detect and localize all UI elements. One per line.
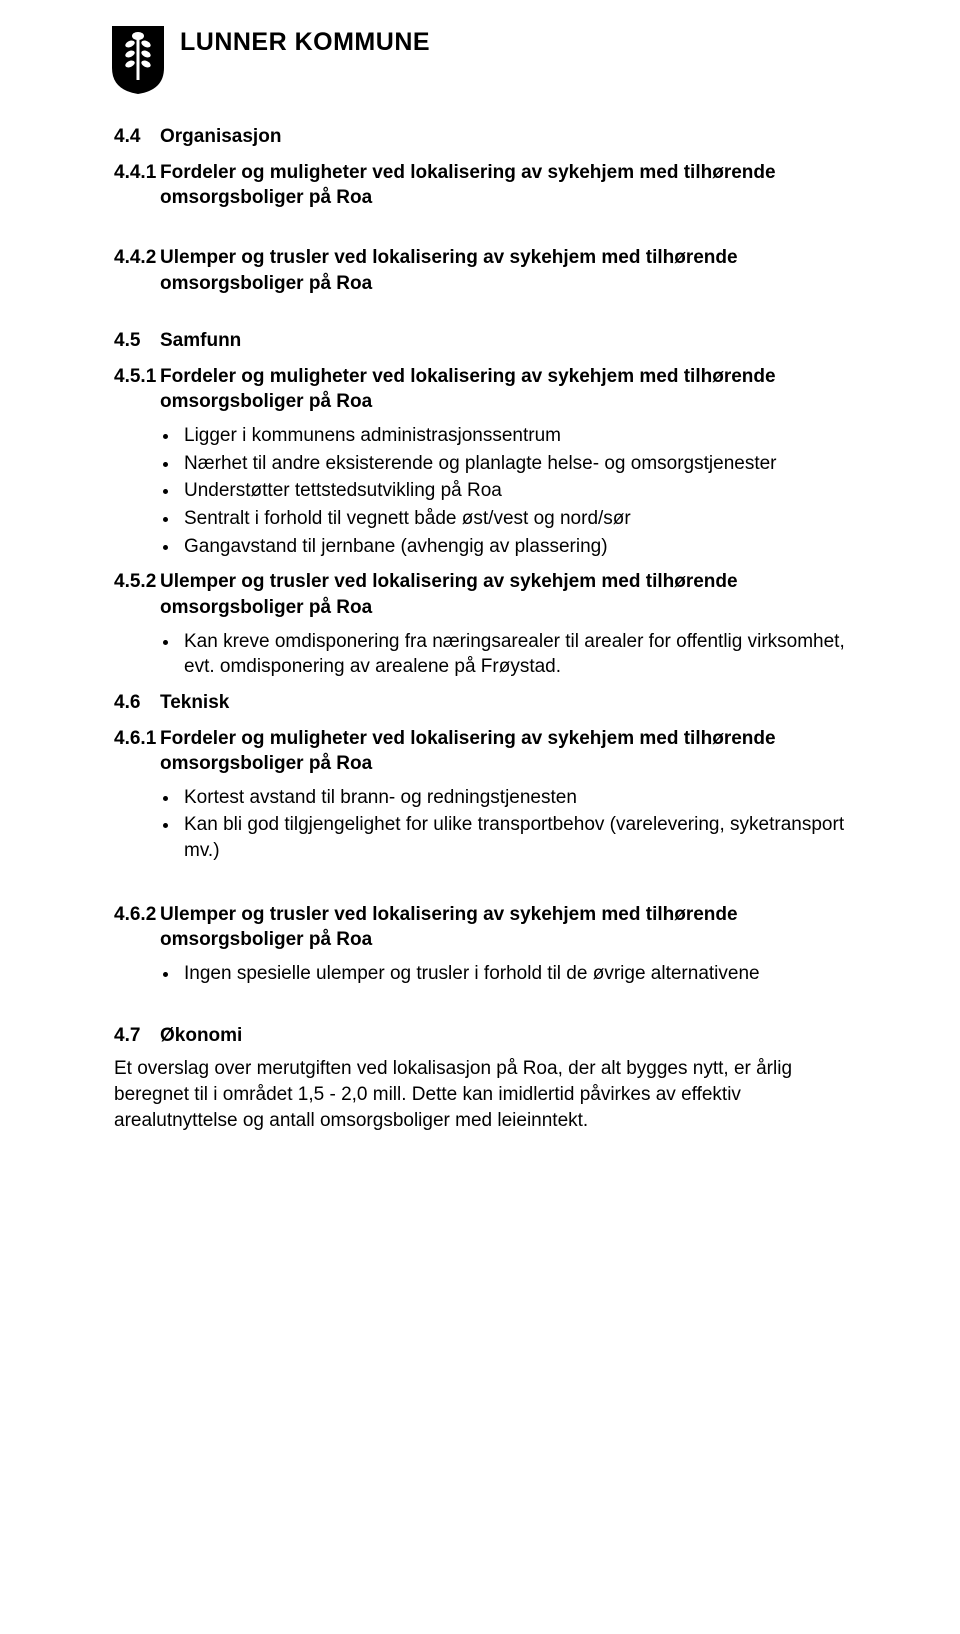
heading-number: 4.4 [114, 124, 160, 150]
bullet-list-4-6-1: Kortest avstand til brann- og redningstj… [114, 785, 850, 864]
heading-4-6-1: 4.6.1 Fordeler og muligheter ved lokalis… [114, 726, 850, 777]
list-item: Ingen spesielle ulemper og trusler i for… [180, 961, 850, 987]
heading-number: 4.5.1 [114, 364, 160, 415]
list-item: Ligger i kommunens administrasjonssentru… [180, 423, 850, 449]
list-item: Kortest avstand til brann- og redningstj… [180, 785, 850, 811]
heading-text: Ulemper og trusler ved lokalisering av s… [160, 569, 850, 620]
heading-number: 4.5 [114, 328, 160, 354]
heading-4-5: 4.5 Samfunn [114, 328, 850, 354]
heading-4-6: 4.6 Teknisk [114, 690, 850, 716]
page-header: LUNNER KOMMUNE [110, 24, 850, 96]
heading-4-6-2: 4.6.2 Ulemper og trusler ved lokaliserin… [114, 902, 850, 953]
list-item: Sentralt i forhold til vegnett både øst/… [180, 506, 850, 532]
heading-number: 4.7 [114, 1023, 160, 1049]
heading-4-7: 4.7 Økonomi [114, 1023, 850, 1049]
list-item: Gangavstand til jernbane (avhengig av pl… [180, 534, 850, 560]
document-page: LUNNER KOMMUNE 4.4 Organisasjon 4.4.1 Fo… [0, 0, 960, 1203]
bullet-list-4-6-2: Ingen spesielle ulemper og trusler i for… [114, 961, 850, 987]
heading-text: Fordeler og muligheter ved lokalisering … [160, 160, 850, 211]
heading-text: Teknisk [160, 690, 850, 716]
heading-4-4-1: 4.4.1 Fordeler og muligheter ved lokalis… [114, 160, 850, 211]
list-item: Nærhet til andre eksisterende og planlag… [180, 451, 850, 477]
bullet-list-4-5-1: Ligger i kommunens administrasjonssentru… [114, 423, 850, 559]
municipality-title: LUNNER KOMMUNE [180, 24, 430, 60]
heading-number: 4.4.1 [114, 160, 160, 211]
heading-text: Samfunn [160, 328, 850, 354]
list-item: Kan kreve omdisponering fra næringsareal… [180, 629, 850, 680]
document-body: 4.4 Organisasjon 4.4.1 Fordeler og mulig… [114, 124, 850, 1133]
municipality-crest-icon [110, 24, 166, 96]
heading-number: 4.4.2 [114, 245, 160, 296]
heading-4-5-1: 4.5.1 Fordeler og muligheter ved lokalis… [114, 364, 850, 415]
heading-4-4-2: 4.4.2 Ulemper og trusler ved lokaliserin… [114, 245, 850, 296]
heading-4-5-2: 4.5.2 Ulemper og trusler ved lokaliserin… [114, 569, 850, 620]
heading-text: Fordeler og muligheter ved lokalisering … [160, 364, 850, 415]
heading-text: Økonomi [160, 1023, 850, 1049]
heading-text: Ulemper og trusler ved lokalisering av s… [160, 245, 850, 296]
list-item: Understøtter tettstedsutvikling på Roa [180, 478, 850, 504]
heading-text: Ulemper og trusler ved lokalisering av s… [160, 902, 850, 953]
heading-number: 4.5.2 [114, 569, 160, 620]
heading-number: 4.6.2 [114, 902, 160, 953]
heading-text: Organisasjon [160, 124, 850, 150]
list-item: Kan bli god tilgjengelighet for ulike tr… [180, 812, 850, 863]
heading-number: 4.6 [114, 690, 160, 716]
heading-text: Fordeler og muligheter ved lokalisering … [160, 726, 850, 777]
heading-number: 4.6.1 [114, 726, 160, 777]
paragraph-4-7: Et overslag over merutgiften ved lokalis… [114, 1056, 850, 1133]
heading-4-4: 4.4 Organisasjon [114, 124, 850, 150]
bullet-list-4-5-2: Kan kreve omdisponering fra næringsareal… [114, 629, 850, 680]
